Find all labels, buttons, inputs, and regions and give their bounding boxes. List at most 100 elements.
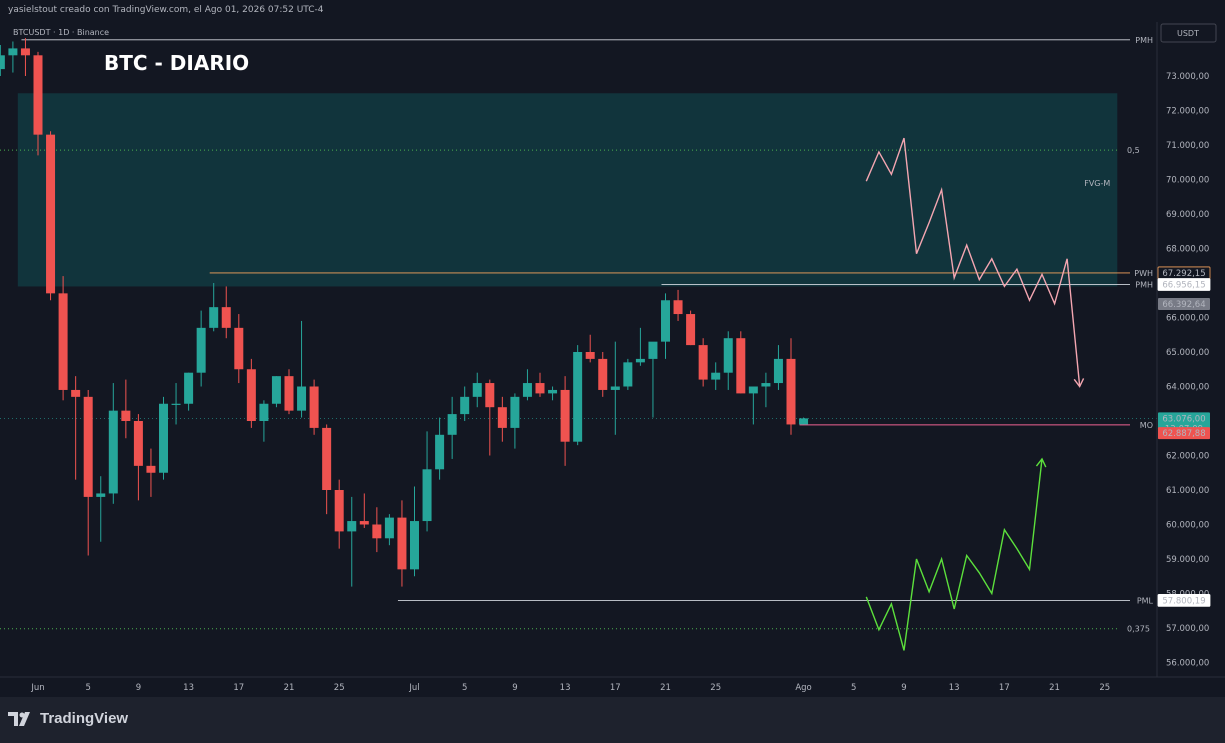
- level-label-pmh: PMH: [1135, 281, 1153, 290]
- price-tick-label: 61.000,00: [1166, 486, 1209, 496]
- candle[interactable]: [8, 41, 18, 73]
- currency-label: USDT: [1177, 29, 1199, 38]
- candle[interactable]: [686, 310, 696, 346]
- candle[interactable]: [410, 486, 419, 577]
- candle[interactable]: [799, 417, 809, 425]
- currency-button[interactable]: [1160, 23, 1217, 43]
- candle[interactable]: [297, 320, 307, 418]
- candle[interactable]: [535, 372, 545, 397]
- candle-body: [20, 48, 30, 56]
- candle[interactable]: [184, 372, 194, 411]
- candle[interactable]: [522, 369, 532, 401]
- candle[interactable]: [246, 358, 256, 428]
- candle[interactable]: [71, 376, 81, 480]
- candle[interactable]: [133, 414, 143, 501]
- candle[interactable]: [736, 331, 746, 394]
- candle[interactable]: [209, 283, 219, 332]
- candle[interactable]: [96, 476, 106, 542]
- date-tick-label: 13: [560, 683, 571, 693]
- candle-body: [322, 427, 332, 490]
- candle[interactable]: [598, 352, 608, 397]
- candle[interactable]: [623, 358, 633, 390]
- candle-body: [460, 396, 470, 415]
- fib-label: 0,375: [1127, 625, 1150, 634]
- candle[interactable]: [723, 331, 733, 390]
- candle[interactable]: [648, 341, 658, 418]
- candle-body: [196, 327, 206, 373]
- candle[interactable]: [322, 424, 332, 515]
- candle-body: [209, 307, 219, 328]
- candle[interactable]: [108, 383, 118, 504]
- price-badge: [1158, 427, 1210, 440]
- candle[interactable]: [271, 376, 281, 408]
- candle[interactable]: [460, 386, 470, 422]
- price-tick-label: 73.000,00: [1166, 72, 1209, 82]
- date-tick-label: 9: [901, 683, 906, 693]
- candle[interactable]: [83, 389, 93, 556]
- candle[interactable]: [560, 376, 570, 466]
- candle[interactable]: [573, 345, 583, 446]
- candle[interactable]: [20, 38, 30, 76]
- date-tick-label: 17: [610, 683, 621, 693]
- candle-body: [71, 389, 81, 397]
- candle-body: [133, 421, 143, 466]
- candlestick-chart[interactable]: FVG-M 0,5 0,375 PMH PWH PMH MO PML 73.000,00 72…: [0, 22, 1225, 697]
- candle-body: [334, 490, 344, 532]
- candle[interactable]: [347, 496, 357, 587]
- candle-layer[interactable]: [0, 38, 809, 587]
- price-tick-label: 68.000,00: [1166, 245, 1209, 255]
- candle[interactable]: [0, 44, 5, 76]
- candle[interactable]: [786, 338, 796, 435]
- candle[interactable]: [196, 310, 206, 387]
- price-badge-value: 62.887,88: [1162, 429, 1205, 439]
- candle[interactable]: [121, 379, 131, 439]
- chart-caption: yasielstout creado con TradingView.com, …: [8, 5, 324, 15]
- candle[interactable]: [221, 286, 231, 339]
- candle[interactable]: [146, 448, 156, 497]
- candle[interactable]: [497, 396, 507, 442]
- candle[interactable]: [171, 383, 181, 425]
- candle[interactable]: [33, 51, 43, 156]
- tradingview-logo[interactable]: TradingView: [8, 710, 128, 727]
- candle[interactable]: [397, 500, 407, 587]
- candle[interactable]: [372, 507, 382, 553]
- price-tick-label: 64.000,00: [1166, 383, 1209, 393]
- date-tick-label: 21: [1049, 683, 1060, 693]
- fvg-zone-label: FVG-M: [1084, 179, 1110, 188]
- candle[interactable]: [548, 386, 558, 401]
- candle[interactable]: [773, 345, 783, 390]
- candle[interactable]: [284, 369, 294, 415]
- candle-body: [121, 410, 131, 421]
- candle[interactable]: [510, 393, 520, 449]
- candle-body: [397, 517, 407, 570]
- date-tick-label: 9: [512, 683, 517, 693]
- candle[interactable]: [610, 341, 620, 435]
- candle[interactable]: [748, 386, 758, 425]
- candle-body: [234, 327, 244, 370]
- candle[interactable]: [309, 379, 319, 435]
- candle[interactable]: [673, 289, 683, 321]
- candle[interactable]: [359, 493, 369, 528]
- candle[interactable]: [485, 379, 495, 456]
- candle[interactable]: [58, 276, 68, 401]
- candle[interactable]: [384, 514, 394, 546]
- candle[interactable]: [447, 396, 457, 459]
- price-axis-area[interactable]: [1157, 22, 1225, 677]
- candle-body: [711, 372, 721, 380]
- candle[interactable]: [472, 372, 482, 408]
- candle[interactable]: [698, 338, 708, 387]
- candle[interactable]: [422, 431, 432, 532]
- candle[interactable]: [46, 131, 56, 301]
- candle[interactable]: [761, 372, 771, 408]
- time-axis[interactable]: Jun 5 9 13 17 21 25 Jul 5 9 13 17 21 25 Ago 5 9 13 17 21 25: [30, 683, 1110, 693]
- candle[interactable]: [661, 293, 670, 359]
- candle[interactable]: [159, 396, 168, 480]
- candle[interactable]: [234, 314, 244, 384]
- candle[interactable]: [711, 362, 721, 390]
- candle[interactable]: [585, 334, 595, 363]
- candle[interactable]: [435, 417, 445, 480]
- level-value-badge: [1157, 278, 1211, 291]
- candle[interactable]: [259, 400, 269, 442]
- candle[interactable]: [334, 479, 344, 549]
- candle[interactable]: [635, 327, 645, 366]
